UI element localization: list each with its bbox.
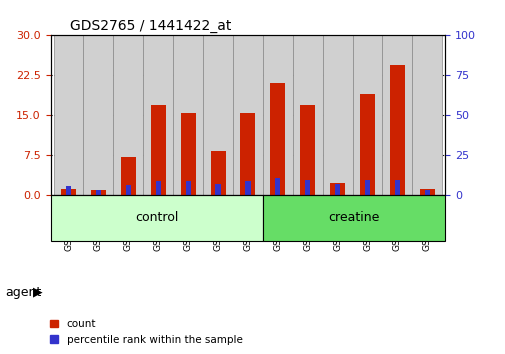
Legend: count, percentile rank within the sample: count, percentile rank within the sample	[45, 315, 246, 349]
Bar	[424, 189, 429, 195]
FancyBboxPatch shape	[232, 35, 263, 195]
Bar	[156, 181, 161, 195]
Bar	[180, 113, 195, 195]
Bar	[263, 195, 444, 241]
FancyBboxPatch shape	[322, 35, 352, 195]
Bar	[150, 104, 166, 195]
FancyBboxPatch shape	[143, 35, 173, 195]
Bar	[66, 186, 71, 195]
Bar	[125, 185, 131, 195]
Bar	[305, 180, 310, 195]
FancyBboxPatch shape	[263, 35, 292, 195]
Bar	[364, 180, 370, 195]
Bar	[245, 181, 250, 195]
FancyBboxPatch shape	[83, 35, 113, 195]
Bar	[394, 180, 399, 195]
FancyBboxPatch shape	[292, 35, 322, 195]
Text: agent: agent	[5, 286, 41, 298]
Bar	[50, 195, 263, 241]
Bar	[334, 184, 339, 195]
Bar	[61, 189, 76, 195]
Bar	[185, 181, 190, 195]
Bar	[419, 189, 434, 195]
Bar	[121, 157, 135, 195]
Bar	[330, 183, 344, 195]
Bar	[275, 177, 280, 195]
Bar	[270, 83, 285, 195]
Text: GDS2765 / 1441422_at: GDS2765 / 1441422_at	[70, 19, 231, 33]
FancyBboxPatch shape	[382, 35, 412, 195]
FancyBboxPatch shape	[173, 35, 203, 195]
Bar	[299, 104, 315, 195]
Text: creatine: creatine	[328, 211, 379, 224]
Bar	[389, 65, 404, 195]
Bar	[240, 113, 255, 195]
Text: control: control	[135, 211, 178, 224]
Bar	[210, 152, 225, 195]
FancyBboxPatch shape	[203, 35, 232, 195]
FancyBboxPatch shape	[412, 35, 441, 195]
FancyBboxPatch shape	[54, 35, 83, 195]
FancyBboxPatch shape	[113, 35, 143, 195]
Bar	[91, 190, 106, 195]
FancyBboxPatch shape	[352, 35, 382, 195]
Bar	[360, 94, 374, 195]
Bar	[215, 184, 220, 195]
Bar	[95, 190, 101, 195]
Text: ▶: ▶	[33, 286, 42, 298]
